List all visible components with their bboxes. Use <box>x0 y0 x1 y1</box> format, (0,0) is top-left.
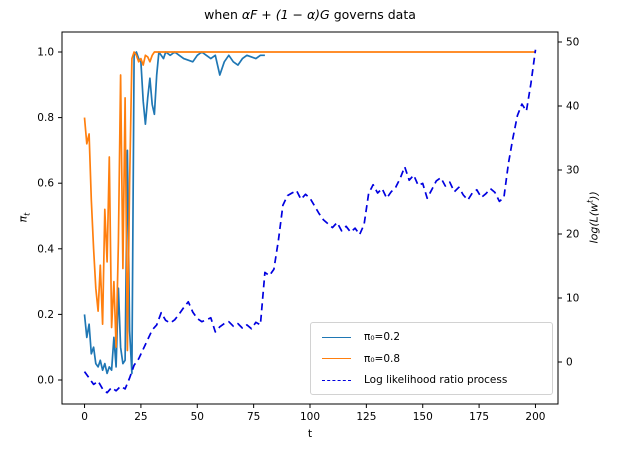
y-tick-label-left: 0.0 <box>37 374 54 386</box>
legend: π₀=0.2 π₀=0.8 Log likelihood ratio proce… <box>310 322 553 395</box>
legend-label: π₀=0.8 <box>364 352 401 365</box>
y-tick-label-left: 0.8 <box>37 112 54 124</box>
x-tick-label: 0 <box>81 411 88 423</box>
chart-title-post: governs data <box>329 7 416 22</box>
series-line-0 <box>83 51 265 375</box>
y-tick-label-left: 0.2 <box>37 309 54 321</box>
y-axis-label-left: πt <box>16 158 31 278</box>
x-tick-label: 200 <box>525 411 545 423</box>
y-axis-label-right-post: )) <box>587 191 601 200</box>
legend-entry-llr: Log likelihood ratio process <box>317 370 546 391</box>
legend-label: Log likelihood ratio process <box>364 374 508 386</box>
y-axis-label-right-pre: log(L(w <box>587 202 601 244</box>
y-tick-label-right: 10 <box>566 293 579 305</box>
legend-line-sample-solid-blue <box>322 336 351 338</box>
y-tick-label-left: 0.6 <box>37 178 54 190</box>
y-tick-label-right: 20 <box>566 229 579 241</box>
chart-title: when αF + (1 − α)G governs data <box>62 7 558 22</box>
y-tick-label-right: 40 <box>566 100 579 112</box>
y-axis-label-right-sup: t <box>585 199 595 203</box>
legend-label: π₀=0.2 <box>364 331 401 343</box>
x-tick-label: 125 <box>356 411 376 423</box>
series-line-2 <box>83 49 537 394</box>
x-tick-label: 50 <box>191 411 204 423</box>
legend-line-sample-solid-orange <box>322 358 351 359</box>
y-tick-label-right: 0 <box>566 357 573 369</box>
y-tick-label-left: 0.4 <box>37 243 54 255</box>
chart-title-math: αF + (1 − α)G <box>241 7 330 22</box>
x-tick-label: 150 <box>413 411 433 423</box>
x-tick-label: 175 <box>469 411 489 423</box>
legend-line-sample-dashed-blue <box>322 379 351 381</box>
x-tick-label: 25 <box>134 411 147 423</box>
y-tick-label-right: 30 <box>566 164 579 176</box>
y-tick-label-right: 50 <box>566 36 579 48</box>
x-tick-label: 75 <box>247 411 260 423</box>
x-tick-label: 100 <box>300 411 320 423</box>
legend-entry-pi0-0.8: π₀=0.8 <box>317 348 546 369</box>
y-axis-label-right: log(L(wt)) <box>586 157 601 277</box>
chart-title-pre: when <box>204 7 242 22</box>
series-line-1 <box>83 51 536 352</box>
y-axis-label-left-main: π <box>16 215 30 223</box>
y-tick-label-left: 1.0 <box>37 47 54 59</box>
legend-entry-pi0-0.2: π₀=0.2 <box>317 327 546 348</box>
y-axis-label-left-sub: t <box>22 212 32 216</box>
x-axis-label: t <box>307 427 313 440</box>
